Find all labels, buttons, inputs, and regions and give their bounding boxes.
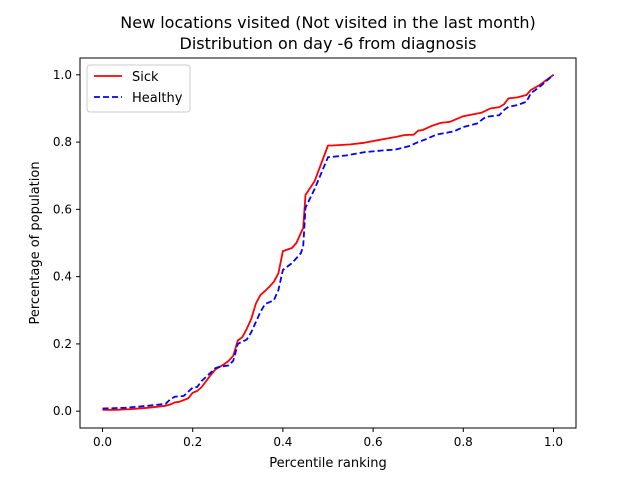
chart-title: New locations visited (Not visited in th… — [120, 13, 536, 32]
x-axis-label: Percentile ranking — [269, 456, 386, 471]
y-tick-label: 0.8 — [53, 135, 72, 149]
y-tick-label: 0.0 — [53, 404, 72, 418]
x-tick-label: 0.6 — [364, 435, 383, 449]
legend: Sick Healthy — [86, 64, 191, 113]
x-tick-label: 0.2 — [183, 435, 202, 449]
y-tick-label: 0.4 — [53, 270, 72, 284]
y-tick-label: 0.6 — [53, 202, 72, 216]
chart-subtitle: Distribution on day -6 from diagnosis — [180, 34, 477, 53]
series-line-healthy — [102, 74, 555, 410]
x-axis-ticks: 0.0 0.2 0.4 0.6 0.8 1.0 — [93, 428, 563, 449]
x-tick-label: 0.0 — [93, 435, 112, 449]
series-line-sick — [102, 74, 555, 411]
y-axis-ticks: 0.0 0.2 0.4 0.6 0.8 1.0 — [53, 68, 80, 418]
y-tick-label: 1.0 — [53, 68, 72, 82]
legend-healthy-label: Healthy — [132, 91, 183, 106]
x-tick-label: 0.8 — [454, 435, 473, 449]
series-layer — [102, 74, 555, 411]
y-tick-label: 0.2 — [53, 337, 72, 351]
x-tick-label: 0.4 — [273, 435, 292, 449]
plot-area — [79, 57, 577, 429]
plot-frame — [79, 57, 577, 429]
x-tick-label: 1.0 — [544, 435, 563, 449]
legend-sick-label: Sick — [132, 70, 159, 85]
y-axis-label: Percentage of population — [28, 161, 43, 324]
